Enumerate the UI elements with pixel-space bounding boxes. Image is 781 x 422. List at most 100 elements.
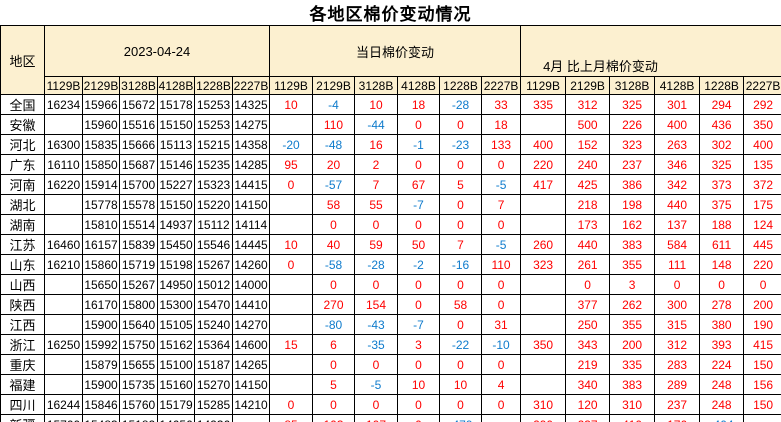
price-cell: 15719 (119, 254, 158, 275)
monthly-change-cell: 290 (520, 414, 567, 422)
price-cell: 15285 (194, 394, 233, 415)
price-cell: 15300 (157, 294, 195, 315)
region-cell: 重庆 (0, 354, 45, 375)
monthly-change-cell: 250 (565, 314, 611, 335)
price-cell (44, 314, 83, 335)
region-cell: 新疆 (0, 414, 45, 422)
region-column-header: 地区 (0, 25, 45, 95)
daily-change-cell: 7 (354, 174, 398, 195)
monthly-change-cell: 237 (654, 394, 701, 415)
grade-header: 2227B (743, 76, 781, 95)
price-cell: 16300 (44, 134, 83, 155)
price-cell: 14656 (157, 414, 195, 422)
monthly-change-cell: 312 (654, 334, 701, 355)
price-cell: 15012 (194, 274, 233, 295)
price-cell: 15270 (194, 374, 233, 395)
daily-change-cell: -5 (480, 234, 522, 255)
price-cell: 15146 (157, 154, 195, 175)
monthly-change-cell: 198 (609, 194, 656, 215)
monthly-change-cell: 200 (609, 334, 656, 355)
price-cell: 14415 (232, 174, 270, 195)
region-cell: 河北 (0, 134, 45, 155)
grade-header: 1228B (439, 76, 482, 95)
daily-change-cell: 3 (397, 334, 440, 355)
price-cell: 15760 (119, 394, 158, 415)
grade-header: 2227B (480, 76, 522, 95)
daily-change-cell: 55 (354, 194, 398, 215)
monthly-change-cell: 400 (654, 114, 701, 135)
monthly-change-cell: 220 (520, 154, 567, 175)
grade-header: 1228B (194, 76, 233, 95)
daily-change-cell: 0 (439, 154, 482, 175)
monthly-change-cell (520, 274, 567, 295)
price-cell: 15640 (119, 314, 158, 335)
price-cell: 15860 (82, 254, 120, 275)
monthly-change-cell: 377 (565, 294, 611, 315)
price-cell: 14150 (232, 374, 270, 395)
monthly-change-cell: 218 (565, 194, 611, 215)
monthly-change-cell: -404 (699, 414, 745, 422)
monthly-change-cell: 0 (699, 274, 745, 295)
monthly-change-cell: 380 (699, 314, 745, 335)
monthly-change-cell: 323 (609, 134, 656, 155)
monthly-change-cell: 425 (565, 174, 611, 195)
grade-header: 4128B (397, 76, 440, 95)
price-cell: 16244 (44, 394, 83, 415)
price-cell: 15323 (194, 174, 233, 195)
monthly-change-cell: 260 (520, 234, 567, 255)
daily-change-cell: 0 (439, 354, 482, 375)
daily-change-cell: 0 (480, 214, 522, 235)
daily-change-cell: 95 (269, 154, 313, 175)
price-cell: 15179 (157, 394, 195, 415)
daily-change-cell (269, 194, 313, 215)
monthly-change-cell: 150 (743, 354, 781, 375)
price-cell (232, 414, 270, 422)
monthly-change-cell: 350 (743, 114, 781, 135)
daily-change-cell (269, 274, 313, 295)
daily-change-cell: 0 (397, 414, 440, 422)
monthly-change-cell: 135 (743, 154, 781, 175)
price-cell: 15960 (82, 114, 120, 135)
daily-change-cell: -28 (439, 94, 482, 115)
price-cell: 15514 (119, 214, 158, 235)
daily-change-cell: 20 (312, 154, 355, 175)
monthly-change-cell: 278 (699, 294, 745, 315)
monthly-change-cell: 445 (743, 234, 781, 255)
monthly-change-group-header: 4月 比上月棉价变动 (520, 25, 781, 77)
daily-change-cell: -28 (354, 254, 398, 275)
region-cell: 山西 (0, 274, 45, 295)
table-row: 江苏 16460 16157 15839 15450 15546 14445 10 40 59 50… (0, 234, 781, 255)
monthly-change-cell: 301 (654, 94, 701, 115)
monthly-change-cell: 162 (609, 214, 656, 235)
monthly-change-cell: 335 (520, 94, 567, 115)
price-cell: 15846 (82, 394, 120, 415)
daily-change-cell: 0 (397, 154, 440, 175)
daily-change-cell (269, 374, 313, 395)
monthly-change-cell: 355 (609, 314, 656, 335)
monthly-change-cell: 611 (699, 234, 745, 255)
price-cell: 15800 (119, 294, 158, 315)
daily-change-cell: -4 (312, 94, 355, 115)
price-cell: 16460 (44, 234, 83, 255)
page-title: 各地区棉价变动情况 (309, 5, 472, 24)
price-cell: 15672 (119, 94, 158, 115)
monthly-change-cell: 436 (699, 114, 745, 135)
region-cell: 河南 (0, 174, 45, 195)
region-cell: 福建 (0, 374, 45, 395)
monthly-change-cell (520, 114, 567, 135)
region-cell: 浙江 (0, 334, 45, 355)
price-cell: 15992 (82, 334, 120, 355)
price-cell: 15483 (82, 414, 120, 422)
price-cell: 15215 (194, 134, 233, 155)
daily-change-cell: -7 (397, 194, 440, 215)
price-cell: 15150 (157, 114, 195, 135)
price-cell: 15839 (119, 234, 158, 255)
monthly-change-cell: 325 (609, 94, 656, 115)
monthly-change-cell (520, 354, 567, 375)
daily-change-cell: 0 (439, 194, 482, 215)
price-cell: 15198 (157, 254, 195, 275)
region-cell: 广东 (0, 154, 45, 175)
daily-change-cell: -22 (439, 334, 482, 355)
monthly-change-cell: 283 (654, 354, 701, 375)
daily-change-cell: -16 (439, 254, 482, 275)
